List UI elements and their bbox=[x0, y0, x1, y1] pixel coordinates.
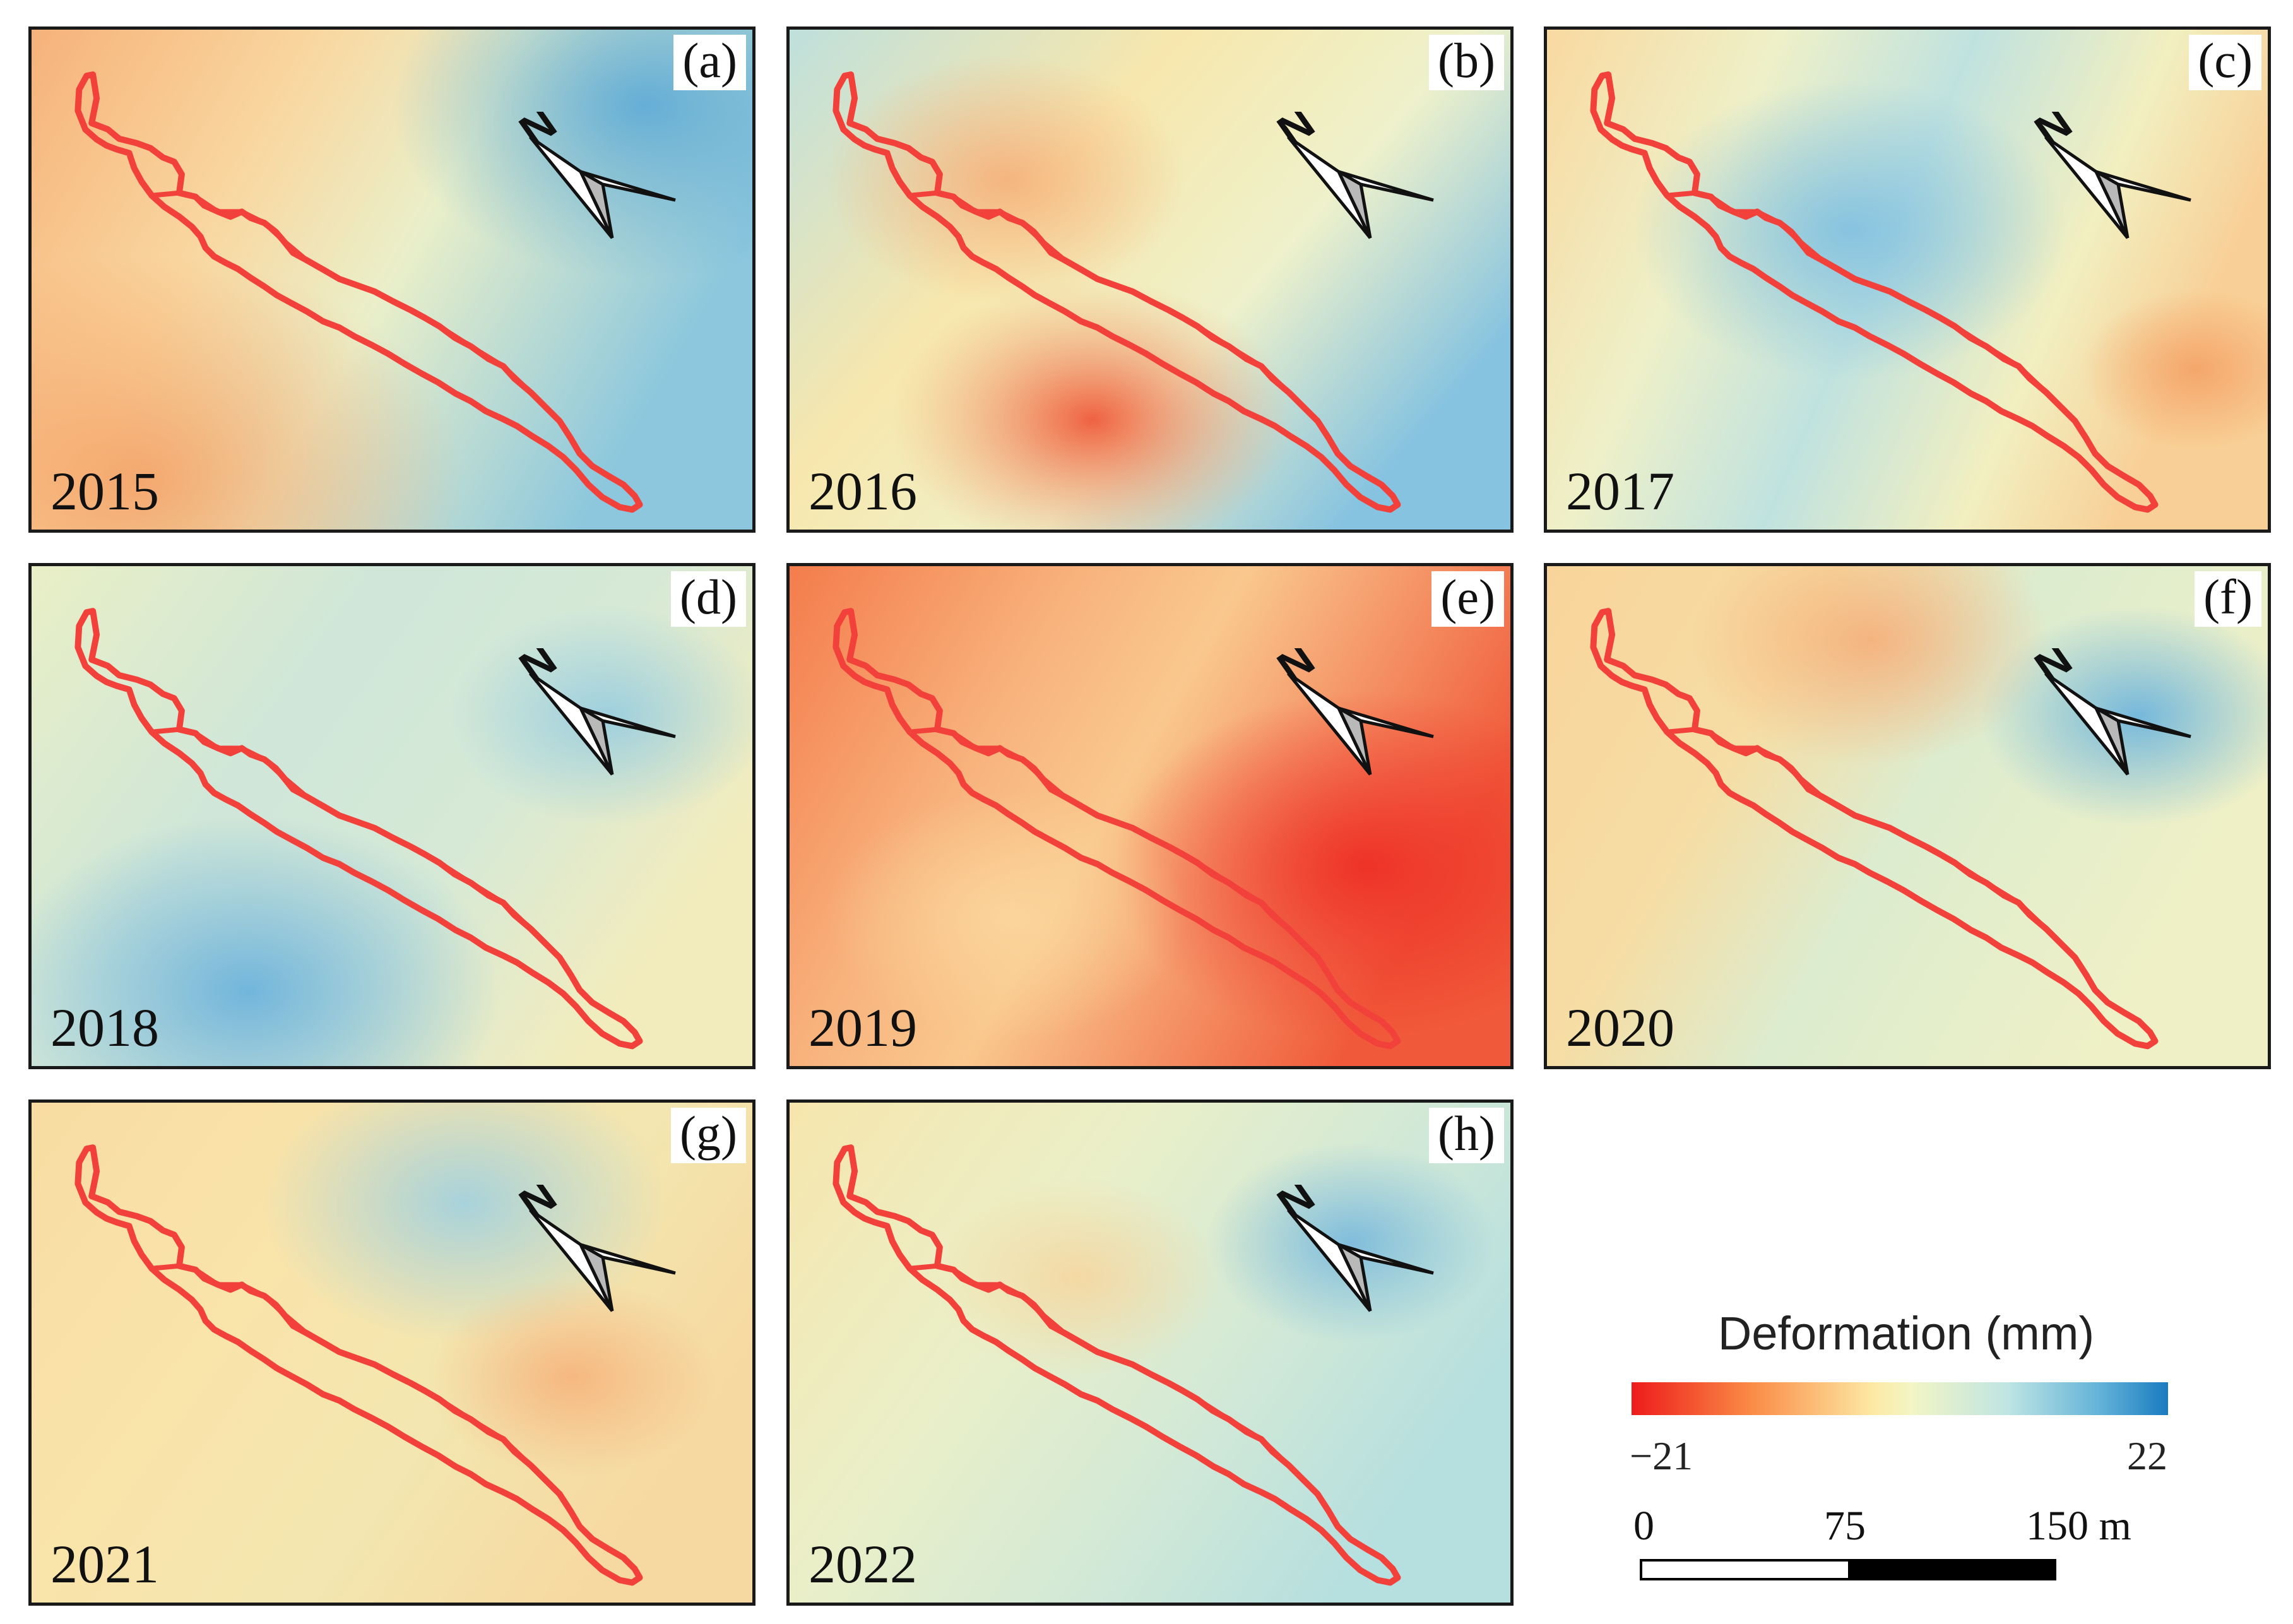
panel-letter: (h) bbox=[1429, 1108, 1504, 1163]
deformation-map-d bbox=[32, 566, 752, 1066]
deformation-map-b bbox=[790, 30, 1510, 530]
landslide-inner-outline bbox=[909, 190, 1340, 455]
panel-year: 2017 bbox=[1566, 461, 1674, 521]
landslide-inner-outline bbox=[909, 1263, 1340, 1528]
scale-label-0: 0 bbox=[1633, 1503, 1654, 1549]
landslide-inner-outline bbox=[1666, 726, 2097, 992]
north-label: N bbox=[518, 648, 565, 692]
north-label: N bbox=[2033, 648, 2080, 692]
north-arrow-icon: N bbox=[1276, 648, 1434, 776]
legend-title: Deformation (mm) bbox=[1717, 1307, 2095, 1360]
landslide-inner-outline bbox=[151, 190, 582, 455]
panel-year: 2015 bbox=[50, 461, 159, 521]
north-arrow-icon: N bbox=[518, 112, 676, 239]
colorbar-max-label: 22 bbox=[2127, 1433, 2167, 1478]
north-label: N bbox=[1276, 1185, 1323, 1229]
panel-e: N (e) 2019 bbox=[786, 563, 1514, 1069]
deformation-map-g bbox=[32, 1103, 752, 1603]
panel-g: N (g) 2021 bbox=[28, 1099, 755, 1606]
north-label: N bbox=[1276, 648, 1323, 692]
deformation-map-a bbox=[32, 30, 752, 530]
panel-h: N (h) 2022 bbox=[786, 1099, 1514, 1606]
panel-d: N (d) 2018 bbox=[28, 563, 755, 1069]
deformation-map-e bbox=[790, 566, 1510, 1066]
north-arrow-icon: N bbox=[2033, 648, 2191, 776]
panel-f: N (f) 2020 bbox=[1544, 563, 2271, 1069]
scale-bar-segment bbox=[1848, 1562, 2054, 1578]
scale-label-150: 150 m bbox=[2026, 1503, 2131, 1549]
scale-label-75: 75 bbox=[1824, 1503, 1866, 1549]
north-arrow-icon: N bbox=[1276, 1185, 1434, 1312]
north-label: N bbox=[1276, 112, 1323, 156]
north-arrow-icon: N bbox=[518, 648, 676, 776]
panel-b: N (b) 2016 bbox=[786, 27, 1514, 533]
panel-year: 2018 bbox=[50, 997, 159, 1058]
panel-letter: (c) bbox=[2189, 35, 2261, 90]
landslide-inner-outline bbox=[909, 726, 1340, 992]
panel-year: 2016 bbox=[809, 461, 917, 521]
panel-year: 2022 bbox=[809, 1534, 917, 1594]
colorbar-min-label: −21 bbox=[1630, 1433, 1693, 1478]
panel-letter: (d) bbox=[671, 571, 746, 627]
panel-a: N (a) 2015 bbox=[28, 27, 755, 533]
north-label: N bbox=[2033, 112, 2080, 156]
scale-bar bbox=[1640, 1559, 2056, 1580]
landslide-inner-outline bbox=[1666, 190, 2097, 455]
panel-letter: (b) bbox=[1429, 35, 1504, 90]
north-arrow-icon: N bbox=[518, 1185, 676, 1312]
deformation-map-f bbox=[1547, 566, 2268, 1066]
panel-letter: (f) bbox=[2195, 571, 2261, 627]
legend: Deformation (mm) −21 22 0 75 150 m bbox=[1616, 1288, 2196, 1603]
panel-year: 2019 bbox=[809, 997, 917, 1058]
scale-bar-segment bbox=[1642, 1562, 1848, 1578]
panel-letter: (a) bbox=[673, 35, 746, 90]
north-label: N bbox=[518, 1185, 565, 1229]
panel-letter: (g) bbox=[671, 1108, 746, 1163]
deformation-map-h bbox=[790, 1103, 1510, 1603]
deformation-map-c bbox=[1547, 30, 2268, 530]
north-label: N bbox=[518, 112, 565, 156]
north-arrow-icon: N bbox=[2033, 112, 2191, 239]
panel-c: N (c) 2017 bbox=[1544, 27, 2271, 533]
north-arrow-icon: N bbox=[1276, 112, 1434, 239]
colorbar bbox=[1632, 1382, 2168, 1415]
landslide-inner-outline bbox=[151, 1263, 582, 1528]
panel-year: 2021 bbox=[50, 1534, 159, 1594]
panel-letter: (e) bbox=[1431, 571, 1504, 627]
panel-year: 2020 bbox=[1566, 997, 1674, 1058]
landslide-inner-outline bbox=[151, 726, 582, 992]
